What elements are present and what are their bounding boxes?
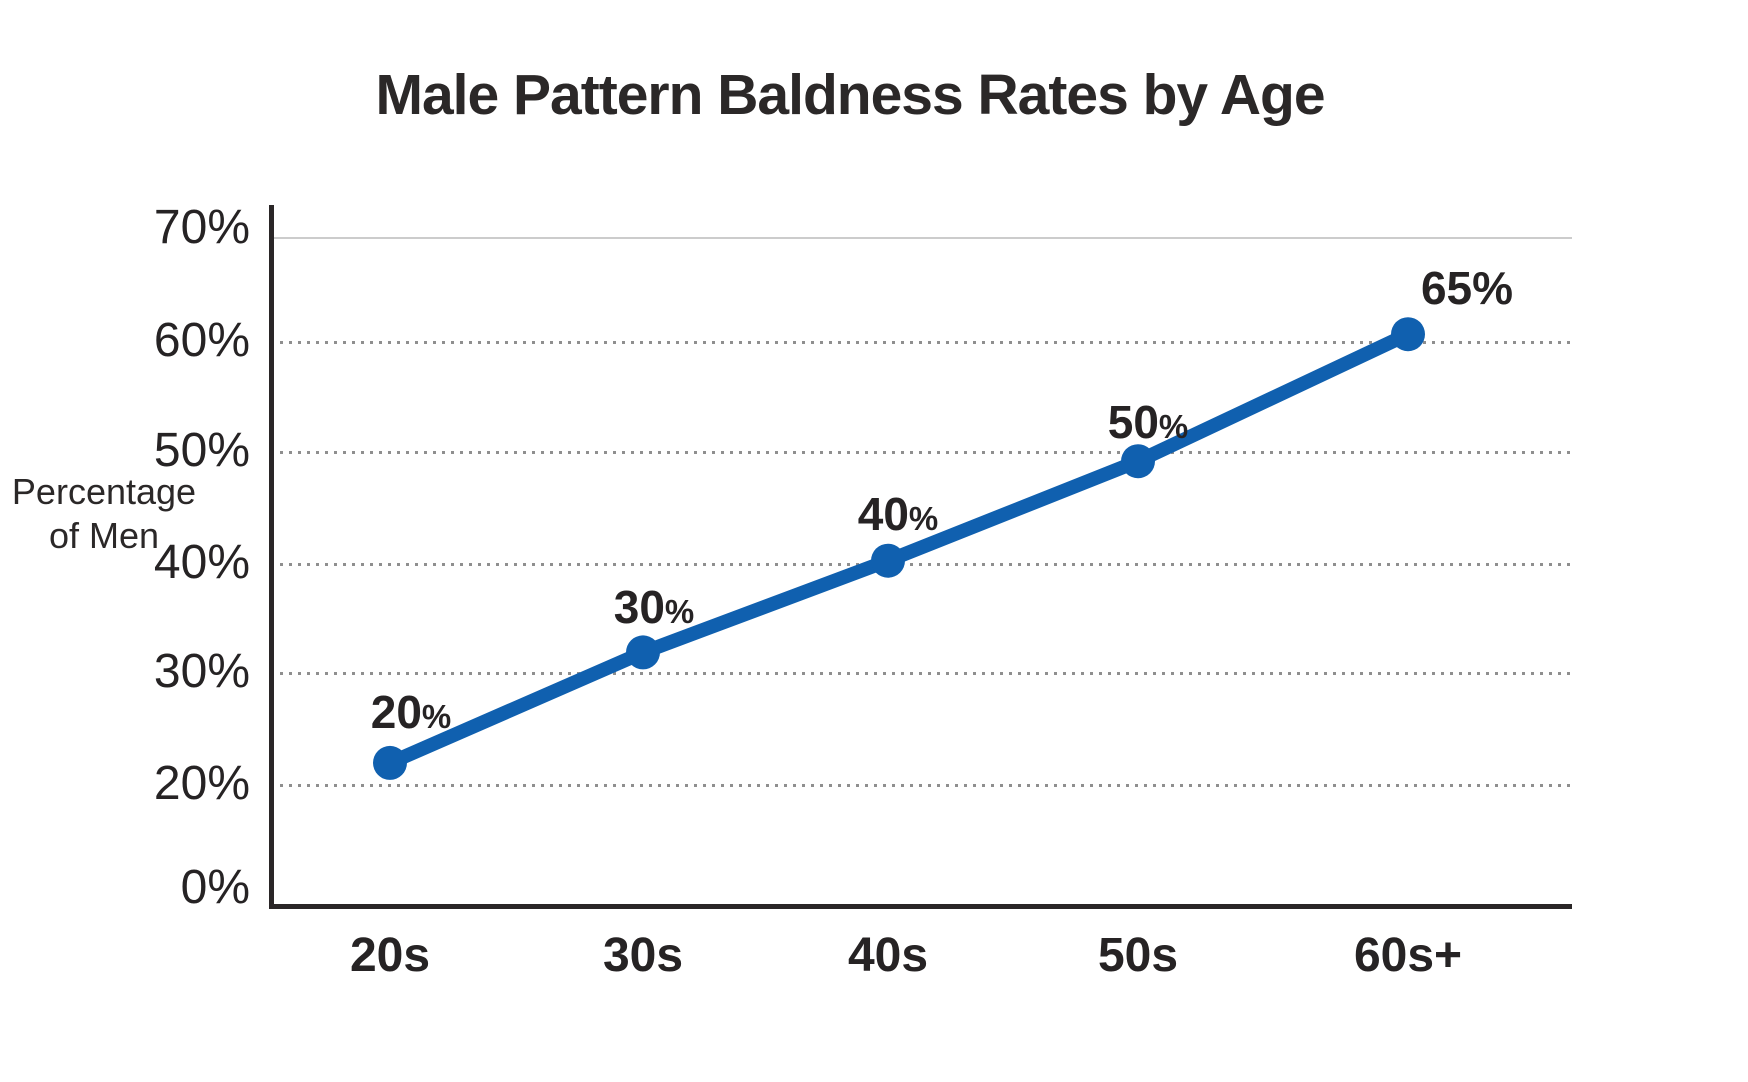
percent-sign: % bbox=[1158, 408, 1189, 446]
gridline-70 bbox=[271, 237, 1572, 239]
point-label-30s: 30% bbox=[614, 584, 695, 630]
point-label-value: 20 bbox=[370, 685, 422, 738]
point-label-value: 40 bbox=[857, 487, 909, 540]
y-axis-title: Percentage of Men bbox=[8, 470, 200, 558]
point-label-50s: 50% bbox=[1108, 399, 1189, 445]
data-point-60s+ bbox=[1391, 317, 1425, 352]
x-tick-60s+: 60s+ bbox=[1353, 929, 1463, 982]
point-label-40s: 40% bbox=[858, 491, 939, 537]
point-label-60s+: 65% bbox=[1421, 265, 1513, 311]
x-tick-50s: 50s bbox=[1097, 929, 1179, 982]
point-label-value: 50 bbox=[1107, 396, 1159, 449]
y-tick-70: 70% bbox=[153, 201, 250, 254]
point-label-20s: 20% bbox=[371, 689, 452, 735]
gridline-50 bbox=[271, 451, 1572, 454]
x-tick-40s: 40s bbox=[847, 929, 929, 982]
y-axis-line bbox=[269, 205, 274, 909]
chart-title: Male Pattern Baldness Rates by Age bbox=[375, 63, 1325, 127]
x-tick-20s: 20s bbox=[349, 929, 431, 982]
gridline-60 bbox=[271, 341, 1572, 344]
point-label-value: 30 bbox=[613, 581, 665, 634]
y-tick-60: 60% bbox=[153, 314, 250, 367]
data-point-20s bbox=[373, 745, 407, 780]
y-axis-title-line2: of Men bbox=[48, 515, 160, 556]
y-tick-40: 40% bbox=[153, 536, 250, 589]
y-tick-30: 30% bbox=[153, 645, 250, 698]
x-tick-30s: 30s bbox=[602, 929, 684, 982]
data-point-30s bbox=[626, 635, 660, 670]
data-point-40s bbox=[871, 543, 905, 578]
data-point-50s bbox=[1121, 444, 1155, 479]
percent-sign: % bbox=[908, 499, 939, 537]
x-axis-line bbox=[269, 904, 1572, 909]
percent-sign: % bbox=[421, 697, 452, 735]
y-tick-20: 20% bbox=[153, 757, 250, 810]
gridline-40 bbox=[271, 563, 1572, 566]
y-tick-50: 50% bbox=[153, 424, 250, 477]
gridline-30 bbox=[271, 672, 1572, 675]
gridline-20 bbox=[271, 784, 1572, 787]
percent-sign: % bbox=[1472, 262, 1514, 315]
point-label-value: 65 bbox=[1420, 262, 1473, 315]
y-axis-title-line1: Percentage bbox=[11, 471, 197, 512]
percent-sign: % bbox=[664, 593, 695, 631]
y-tick-0: 0% bbox=[180, 861, 250, 914]
